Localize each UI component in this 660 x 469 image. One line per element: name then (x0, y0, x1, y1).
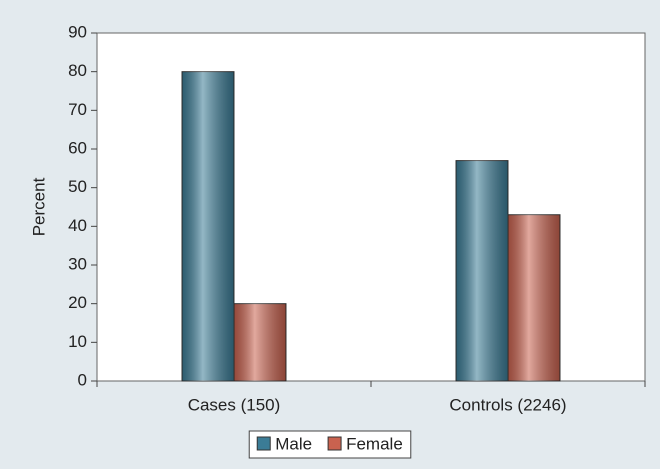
y-tick-label: 0 (78, 370, 87, 389)
legend: Male Female (248, 430, 412, 459)
x-tick-label: Controls (2246) (449, 395, 566, 414)
bar-shine (234, 303, 286, 381)
bar-shine (182, 71, 234, 382)
y-axis-label: Percent (29, 177, 48, 236)
y-tick-label: 90 (68, 22, 87, 41)
legend-label: Female (346, 434, 403, 453)
legend-label: Male (275, 434, 312, 453)
x-tick-label: Cases (150) (188, 395, 281, 414)
bar-shine (456, 160, 508, 381)
y-tick-label: 40 (68, 216, 87, 235)
y-tick-label: 20 (68, 293, 87, 312)
y-tick-label: 70 (68, 100, 87, 119)
y-tick-label: 60 (68, 138, 87, 157)
y-tick-label: 10 (68, 332, 87, 351)
bar-shine (508, 214, 560, 381)
y-tick-label: 30 (68, 254, 87, 273)
legend-swatch (256, 436, 271, 451)
y-tick-label: 80 (68, 61, 87, 80)
y-tick-label: 50 (68, 177, 87, 196)
plot-area (96, 32, 646, 382)
legend-swatch (327, 436, 342, 451)
